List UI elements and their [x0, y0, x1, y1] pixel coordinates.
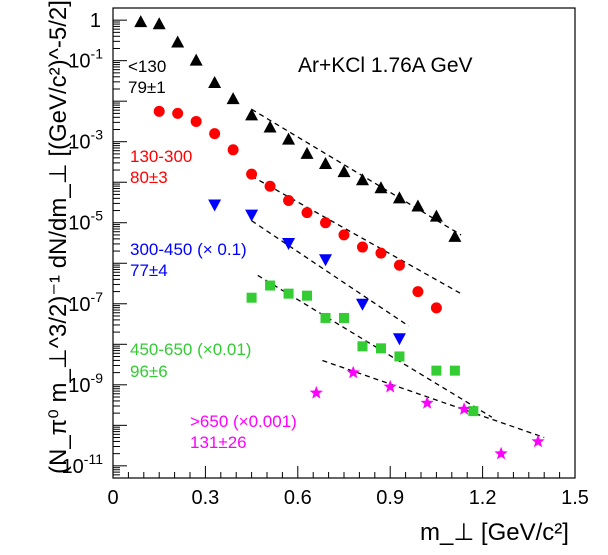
- fit-line: [251, 220, 410, 327]
- data-point: [208, 199, 222, 212]
- data-point: [457, 402, 471, 415]
- series-label: >650 (×0.001): [190, 412, 297, 431]
- series-slope: 77±4: [130, 261, 168, 280]
- data-point: [346, 365, 360, 379]
- data-point: [355, 298, 369, 311]
- data-point: [319, 156, 333, 169]
- data-point: [320, 312, 331, 323]
- data-point: [339, 312, 349, 323]
- data-point: [356, 241, 368, 253]
- series-slope: 131±26: [190, 433, 247, 452]
- data-point: [374, 181, 388, 194]
- data-point: [338, 229, 350, 241]
- series-labels: <130 79±1 130-300 80±3 300-450 (× 0.1) 77±4 45…: [128, 57, 297, 452]
- data-point: [468, 406, 479, 417]
- series-slope: 79±1: [128, 78, 166, 97]
- data-point: [449, 365, 460, 376]
- y-axis-label: (N_π⁰ m_⊥^3/2)⁻¹ dN/dm_⊥ [(GeV/c²)^-5/2]: [45, 0, 72, 474]
- fit-line: [322, 359, 545, 439]
- series-label: 130-300: [130, 147, 192, 166]
- data-point: [282, 132, 296, 145]
- data-point: [337, 165, 351, 178]
- x-tick-label: 0.9: [376, 487, 404, 509]
- data-point: [264, 180, 276, 192]
- fit-line: [251, 108, 462, 236]
- series-slope: 80±3: [130, 168, 168, 187]
- data-point: [375, 343, 386, 354]
- data-point: [393, 259, 405, 271]
- data-point: [282, 238, 296, 250]
- y-tick-label: 10-5: [68, 208, 103, 235]
- data-point: [494, 446, 508, 460]
- series-label: <130: [128, 57, 166, 76]
- data-point: [283, 194, 295, 206]
- data-point: [208, 75, 222, 88]
- data-point: [190, 115, 202, 127]
- x-tick-label: 0: [107, 487, 118, 509]
- data-point: [531, 434, 545, 448]
- data-point: [429, 209, 443, 222]
- y-tick-label: 10-3: [68, 127, 103, 154]
- data-point: [189, 53, 203, 66]
- data-point: [152, 17, 166, 30]
- y-tick-label: 10-7: [68, 289, 103, 316]
- series-label: 300-450 (× 0.1): [130, 240, 247, 259]
- x-axis-label: m_⊥ [GeV/c²]: [420, 519, 569, 546]
- y-tick-label: 10-9: [68, 370, 103, 397]
- data-point: [309, 385, 323, 399]
- data-point: [246, 292, 257, 303]
- data-point: [227, 144, 239, 156]
- y-tick-label: 10-11: [62, 451, 104, 478]
- data-point: [383, 379, 397, 393]
- data-point: [355, 173, 369, 186]
- series-slope: 96±6: [130, 362, 168, 381]
- chart-title: Ar+KCl 1.76A GeV: [298, 54, 473, 77]
- data-point: [320, 217, 332, 229]
- fit-lines: [251, 108, 545, 439]
- data-point: [245, 108, 259, 121]
- fit-line: [251, 175, 462, 295]
- data-point: [246, 168, 258, 180]
- data-point: [392, 191, 406, 204]
- data-point: [392, 333, 406, 346]
- series-label: 450-650 (×0.01): [130, 340, 251, 359]
- data-point: [319, 254, 333, 267]
- x-tick-label: 0.6: [284, 487, 312, 509]
- data-point: [302, 290, 313, 301]
- data-markers: [134, 15, 545, 460]
- data-point: [412, 286, 424, 298]
- y-tick-label: 10-1: [68, 46, 103, 73]
- data-point: [448, 229, 462, 242]
- data-point: [171, 35, 185, 48]
- data-point: [430, 302, 442, 314]
- axis-ticks: 0 0.3 0.6 0.9 1.2 1.510-1110-910-710-510-310-…: [62, 10, 589, 509]
- data-point: [263, 120, 277, 133]
- data-point: [420, 396, 434, 409]
- data-point: [209, 128, 221, 140]
- data-point: [153, 105, 165, 117]
- data-point: [283, 288, 294, 299]
- data-point: [394, 351, 405, 362]
- data-point: [411, 199, 425, 212]
- data-point: [245, 209, 259, 222]
- data-point: [357, 341, 368, 352]
- data-point: [265, 280, 276, 291]
- data-point: [301, 207, 313, 219]
- y-tick-label: 1: [90, 10, 101, 32]
- data-point: [226, 92, 240, 105]
- data-point: [375, 247, 387, 259]
- data-point: [300, 146, 314, 159]
- data-point: [431, 365, 442, 376]
- fit-line: [257, 274, 493, 418]
- x-tick-label: 1.5: [561, 487, 589, 509]
- data-point: [134, 15, 148, 28]
- x-tick-label: 1.2: [469, 487, 497, 509]
- data-point: [172, 107, 184, 119]
- x-tick-label: 0.3: [191, 487, 219, 509]
